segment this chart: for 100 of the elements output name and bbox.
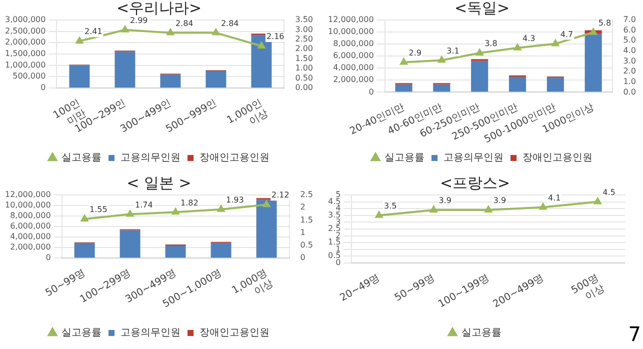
data-label: 3.8 — [484, 39, 498, 48]
legend-label: 실고용률 — [62, 328, 102, 339]
y-tick-label: 5 — [336, 190, 341, 200]
y2-tick-label: 1.50 — [295, 54, 313, 63]
data-label: 1.74 — [135, 200, 153, 210]
y2-tick-label: 0.50 — [295, 73, 313, 82]
data-label: 4.1 — [548, 193, 561, 202]
data-label: 4.5 — [602, 188, 616, 197]
data-label: 2.9 — [408, 48, 422, 58]
y-tick-label: 2 — [336, 230, 341, 240]
y-tick-label: 0 — [336, 258, 341, 268]
bar — [508, 76, 526, 92]
point — [484, 206, 492, 212]
data-label: 1.82 — [180, 198, 198, 208]
y-tick-label: 2,000,000 — [10, 242, 51, 252]
data-label: 3.5 — [384, 201, 397, 210]
data-label: 2.84 — [175, 18, 194, 28]
bar — [584, 34, 602, 92]
y-tick-label: 6,000,000 — [333, 51, 374, 60]
point — [590, 28, 597, 35]
y-tick-label: 1,500,000 — [4, 49, 46, 58]
data-label: 4.7 — [560, 30, 574, 39]
point — [172, 208, 180, 215]
y2-tick-label: 4.0 — [623, 46, 636, 56]
y-tick-label: 2,000,000 — [4, 38, 46, 47]
legend-label: 실고용률 — [384, 152, 424, 164]
bar — [74, 243, 95, 258]
data-label: 1.55 — [90, 205, 108, 214]
chart-title: <우리나라> — [116, 0, 202, 17]
y2-tick-label: 3.00 — [295, 24, 313, 34]
bar — [546, 78, 564, 92]
point — [166, 28, 174, 36]
chart-title: <프랑스> — [440, 174, 510, 192]
y2-tick-label: 7.0 — [623, 15, 636, 24]
legend-label: 실고용률 — [462, 328, 502, 339]
y-tick-label: 6,000,000 — [10, 222, 51, 231]
point — [126, 210, 134, 217]
legend-label: 실고용률 — [62, 152, 102, 164]
y2-tick-label: 2.5 — [300, 190, 314, 200]
point — [476, 49, 484, 56]
point — [594, 198, 602, 204]
y2-tick-label: 6.0 — [623, 25, 636, 34]
point — [212, 28, 220, 36]
y-tick-label: 0 — [368, 87, 374, 96]
point — [400, 58, 408, 65]
y2-tick-label: 3.0 — [623, 56, 636, 66]
y-tick-label: 1,000,000 — [4, 60, 46, 70]
data-label: 1.93 — [226, 195, 244, 204]
y-tick-label: 0.5 — [328, 251, 341, 260]
y-tick-label: 3 — [336, 217, 341, 226]
point — [217, 205, 225, 212]
legend-label: 장애인고용인원 — [522, 152, 592, 164]
bar — [433, 84, 450, 92]
y2-tick-label: 0.00 — [295, 83, 313, 92]
y-tick-label: 12,000,000 — [328, 15, 374, 24]
data-label: 2.84 — [220, 18, 239, 28]
y2-tick-label: 0.0 — [623, 87, 636, 96]
y2-tick-label: 1.0 — [623, 76, 636, 86]
data-label: 3.9 — [493, 196, 506, 206]
legend-label: 장애인고용인원 — [200, 328, 270, 339]
y-tick-label: 8,000,000 — [10, 211, 51, 220]
data-label: 2.12 — [272, 190, 290, 200]
bar — [114, 52, 136, 88]
bar — [206, 70, 226, 88]
bar — [471, 60, 488, 92]
y-tick-label: 4 — [336, 204, 341, 213]
point — [375, 211, 383, 218]
bar — [160, 74, 181, 88]
y2-tick-label: 0.5 — [300, 240, 314, 250]
bar — [395, 84, 412, 92]
data-label: 2.16 — [266, 32, 284, 42]
point — [438, 56, 446, 63]
bar — [69, 65, 90, 88]
bar — [165, 246, 186, 258]
y-tick-label: 4.5 — [328, 196, 341, 206]
point — [80, 215, 88, 222]
y-tick-label: 1 — [336, 244, 341, 254]
point — [121, 26, 129, 32]
data-label: 3.9 — [438, 196, 452, 206]
y2-tick-label: 0 — [300, 253, 306, 262]
point — [430, 206, 438, 212]
y-tick-label: 4,000,000 — [10, 232, 51, 242]
y-tick-label: 8,000,000 — [333, 39, 374, 48]
data-label: 2.41 — [84, 27, 102, 36]
y2-tick-label: 1.00 — [295, 64, 313, 73]
chart-title: < 일본 > — [126, 174, 192, 192]
y2-tick-label: 2.00 — [295, 44, 313, 54]
chart-title: <독일> — [454, 0, 510, 17]
y2-tick-label: 5.0 — [623, 36, 636, 45]
point — [539, 203, 547, 210]
data-label: 2.99 — [130, 16, 148, 25]
data-label: 4.3 — [522, 34, 536, 43]
y2-tick-label: 2.0 — [623, 66, 636, 76]
y-tick-label: 500,000 — [12, 72, 46, 81]
y2-tick-label: 1 — [300, 228, 306, 237]
y-tick-label: 2.5 — [328, 224, 341, 234]
data-label: 3.1 — [446, 46, 460, 56]
legend-label: 고용의무인원 — [120, 328, 180, 339]
text: 7 — [628, 322, 641, 346]
y2-tick-label: 1.5 — [300, 215, 314, 224]
